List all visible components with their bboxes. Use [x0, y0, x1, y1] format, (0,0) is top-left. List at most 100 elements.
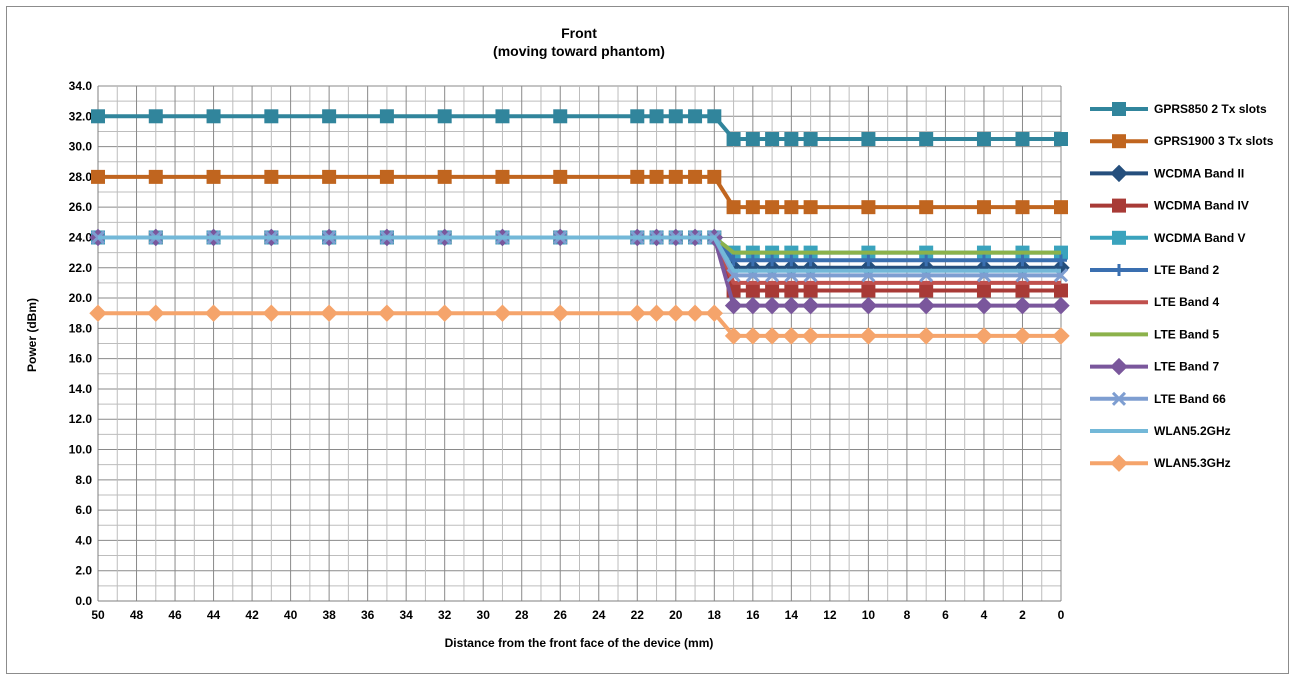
data-point	[726, 200, 741, 215]
data-point	[378, 304, 396, 322]
data-point	[91, 109, 105, 124]
series-line	[98, 174, 1061, 210]
data-point	[1054, 200, 1068, 215]
legend-item: LTE Band 5	[1090, 327, 1219, 341]
data-point	[148, 169, 163, 184]
x-tick-label: 22	[631, 608, 645, 622]
x-tick-label: 40	[284, 608, 298, 622]
legend-label: WLAN5.2GHz	[1154, 424, 1231, 438]
data-point	[495, 109, 510, 124]
legend-label: LTE Band 66	[1154, 392, 1226, 406]
series-line	[98, 311, 1061, 338]
data-point	[379, 169, 394, 184]
data-point	[785, 254, 798, 267]
x-tick-label: 46	[168, 608, 182, 622]
y-tick-label: 14.0	[69, 382, 93, 396]
series-wlan5-2ghz	[98, 235, 1061, 273]
data-point	[553, 169, 568, 184]
data-point	[1013, 296, 1032, 315]
data-point	[920, 254, 933, 267]
data-point	[630, 169, 645, 184]
data-point	[766, 254, 779, 267]
data-point	[784, 200, 799, 215]
chart-title: Front	[561, 25, 597, 41]
legend-marker	[1110, 357, 1128, 376]
data-point	[919, 283, 934, 298]
x-tick-label: 36	[361, 608, 375, 622]
x-tick-label: 28	[515, 608, 529, 622]
data-point	[919, 132, 934, 147]
data-point	[262, 304, 281, 322]
data-point	[976, 132, 991, 147]
series-gprs850-2-tx-slots	[91, 109, 1068, 147]
data-point	[379, 109, 394, 124]
data-point	[437, 109, 452, 124]
x-tick-label: 0	[1058, 608, 1065, 622]
data-point	[148, 109, 163, 124]
y-tick-label: 28.0	[69, 170, 93, 184]
axes: 0.0 2.0 4.0 6.0 8.0 10.0 12.0 14.0 16.0 18.0 20.0 2…	[69, 79, 1065, 622]
x-tick-label: 16	[746, 608, 760, 622]
series-wlan5-3ghz	[89, 304, 1070, 345]
legend-item: LTE Band 2	[1090, 263, 1219, 277]
legend-label: LTE Band 4	[1154, 295, 1219, 309]
legend-label: WCDMA Band II	[1154, 166, 1244, 180]
data-point	[744, 296, 762, 315]
y-tick-label: 20.0	[69, 291, 93, 305]
data-point	[264, 109, 279, 124]
x-tick-label: 32	[438, 608, 452, 622]
gridlines	[97, 85, 1062, 602]
legend-item: GPRS850 2 Tx slots	[1090, 102, 1267, 116]
x-tick-label: 14	[785, 608, 799, 622]
data-point	[859, 327, 878, 345]
data-point	[745, 200, 760, 215]
legend-marker	[1111, 391, 1127, 406]
legend-label: LTE Band 5	[1154, 327, 1219, 341]
legend-marker	[1112, 134, 1126, 149]
data-point	[765, 283, 780, 298]
data-point	[668, 109, 683, 124]
y-tick-label: 6.0	[75, 503, 92, 517]
data-point	[206, 169, 221, 184]
data-point	[204, 304, 223, 322]
data-point	[803, 132, 818, 147]
x-tick-label: 44	[207, 608, 221, 622]
data-point	[493, 304, 512, 322]
data-point	[765, 132, 780, 147]
data-point	[264, 169, 279, 184]
y-tick-label: 2.0	[75, 564, 92, 578]
data-point	[1054, 283, 1068, 298]
x-tick-label: 48	[130, 608, 144, 622]
legend-item: WLAN5.2GHz	[1090, 424, 1231, 438]
series-line	[98, 235, 1061, 273]
data-point	[1052, 327, 1070, 345]
data-point	[975, 296, 993, 315]
data-point	[724, 296, 743, 315]
data-point	[784, 283, 799, 298]
legend-marker	[1112, 102, 1126, 116]
data-point	[89, 304, 107, 322]
data-point	[206, 109, 221, 124]
data-point	[745, 283, 760, 298]
legend-item: LTE Band 4	[1090, 295, 1219, 309]
data-point	[551, 304, 569, 322]
y-tick-label: 24.0	[69, 230, 93, 244]
legend: GPRS850 2 Tx slots GPRS1900 3 Tx slots WCD…	[1090, 102, 1274, 472]
y-axis-label: Power (dBm)	[25, 298, 39, 372]
legend-item: WCDMA Band IV	[1090, 198, 1249, 213]
data-point	[782, 296, 801, 315]
legend-marker	[1110, 164, 1128, 183]
legend-item: LTE Band 66	[1090, 391, 1226, 406]
data-point	[784, 132, 799, 147]
x-tick-label: 2	[1019, 608, 1026, 622]
data-point	[1015, 132, 1030, 147]
data-point	[801, 296, 820, 315]
y-tick-label: 0.0	[75, 594, 92, 608]
data-point	[977, 254, 990, 267]
data-point	[763, 296, 781, 315]
y-tick-label: 4.0	[75, 533, 92, 547]
legend-label: WCDMA Band V	[1154, 231, 1246, 245]
data-point	[649, 169, 664, 184]
legend-label: WLAN5.3GHz	[1154, 456, 1231, 470]
data-point	[976, 200, 991, 215]
